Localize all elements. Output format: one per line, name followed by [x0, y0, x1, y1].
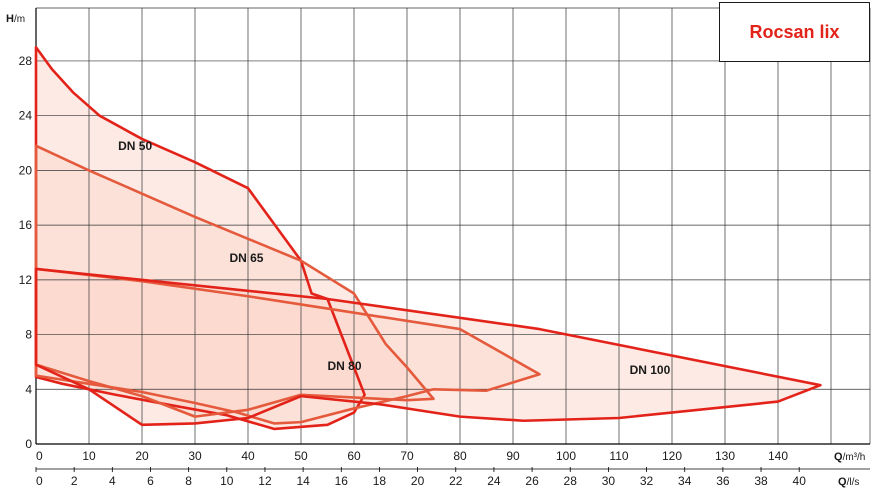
y-axis-label-unit: /m — [14, 14, 25, 25]
x-tick-label-ls: 38 — [754, 474, 768, 488]
x-tick-label-ls: 18 — [373, 474, 387, 488]
x-tick-label-ls: 14 — [296, 474, 310, 488]
x-tick-label-ls: 30 — [602, 474, 616, 488]
x-tick-label-m3h: 70 — [400, 449, 414, 463]
x-tick-label-ls: 40 — [793, 474, 807, 488]
x-tick-label-m3h: 10 — [82, 449, 96, 463]
y-axis-label: H/m — [6, 13, 25, 25]
x-tick-label-ls: 12 — [258, 474, 272, 488]
x-tick-label-m3h: 60 — [347, 449, 361, 463]
x-tick-label-ls: 22 — [449, 474, 463, 488]
x-tick-label-m3h: 0 — [36, 449, 43, 463]
x-axis-label-ls-unit: /l/s — [847, 477, 860, 488]
x-axis-label-m3h-unit: /m³/h — [843, 452, 866, 463]
curve-outlines — [34, 45, 822, 431]
brand-title: Rocsan lix — [749, 21, 840, 42]
x-tick-label-ls: 4 — [109, 474, 116, 488]
x-tick-label-ls: 2 — [71, 474, 78, 488]
x-tick-label-m3h: 120 — [662, 449, 682, 463]
brand-box: Rocsan lix — [719, 2, 870, 62]
region-outline-dn-65 — [34, 144, 435, 418]
y-tick-label: 16 — [19, 218, 33, 232]
x-tick-label-ls: 8 — [185, 474, 192, 488]
region-label-dn-65: DN 65 — [229, 251, 263, 265]
x-axis-label-m3h-symbol: Q — [834, 451, 843, 463]
y-tick-label: 0 — [25, 437, 32, 451]
region-outline-dn-50 — [34, 45, 366, 431]
x-tick-label-m3h: 40 — [241, 449, 255, 463]
x-tick-label-ls: 24 — [487, 474, 501, 488]
x-tick-label-m3h: 50 — [294, 449, 308, 463]
region-labels: DN 50 DN 65 DN 80 DN 100 — [118, 139, 670, 377]
x-tick-label-m3h: 140 — [768, 449, 788, 463]
x-tick-label-ls: 36 — [716, 474, 730, 488]
x-tick-label-m3h: 90 — [506, 449, 520, 463]
x-axis-label-ls-symbol: Q — [838, 476, 847, 488]
region-outline-dn-80 — [34, 267, 541, 425]
y-tick-label: 4 — [25, 382, 32, 396]
x-tick-label-ls: 26 — [525, 474, 539, 488]
x-tick-label-ls: 34 — [678, 474, 692, 488]
y-tick-label: 8 — [25, 328, 32, 342]
x-tick-label-ls: 10 — [220, 474, 234, 488]
x-tick-label-ls: 28 — [564, 474, 578, 488]
y-axis-label-symbol: H — [6, 13, 14, 25]
y-tick-label: 12 — [19, 273, 33, 287]
y-tick-label: 20 — [19, 163, 33, 177]
x-axis-label-m3h: Q/m³/h — [834, 451, 865, 463]
x-tick-label-ls: 16 — [335, 474, 349, 488]
x-tick-label-ls: 6 — [147, 474, 154, 488]
x-tick-label-m3h: 100 — [556, 449, 576, 463]
x-tick-label-m3h: 30 — [188, 449, 202, 463]
x-tick-label-m3h: 110 — [609, 449, 628, 463]
region-label-dn-80: DN 80 — [328, 359, 362, 373]
region-fill-dn-100 — [36, 268, 821, 425]
region-label-dn-50: DN 50 — [118, 139, 152, 153]
x-axis-label-ls: Q/l/s — [838, 476, 859, 488]
y-tick-label: 24 — [19, 109, 33, 123]
x-tick-label-m3h: 130 — [715, 449, 735, 463]
x-tick-label-ls: 32 — [640, 474, 654, 488]
x-tick-label-m3h: 80 — [453, 449, 467, 463]
x-tick-label-ls: 0 — [36, 474, 43, 488]
region-outline-dn-100 — [34, 267, 822, 427]
region-label-dn-100: DN 100 — [630, 363, 671, 377]
x-tick-label-m3h: 20 — [135, 449, 149, 463]
curve-regions — [36, 47, 821, 429]
y-tick-label: 28 — [19, 54, 33, 68]
x-tick-label-ls: 20 — [411, 474, 425, 488]
